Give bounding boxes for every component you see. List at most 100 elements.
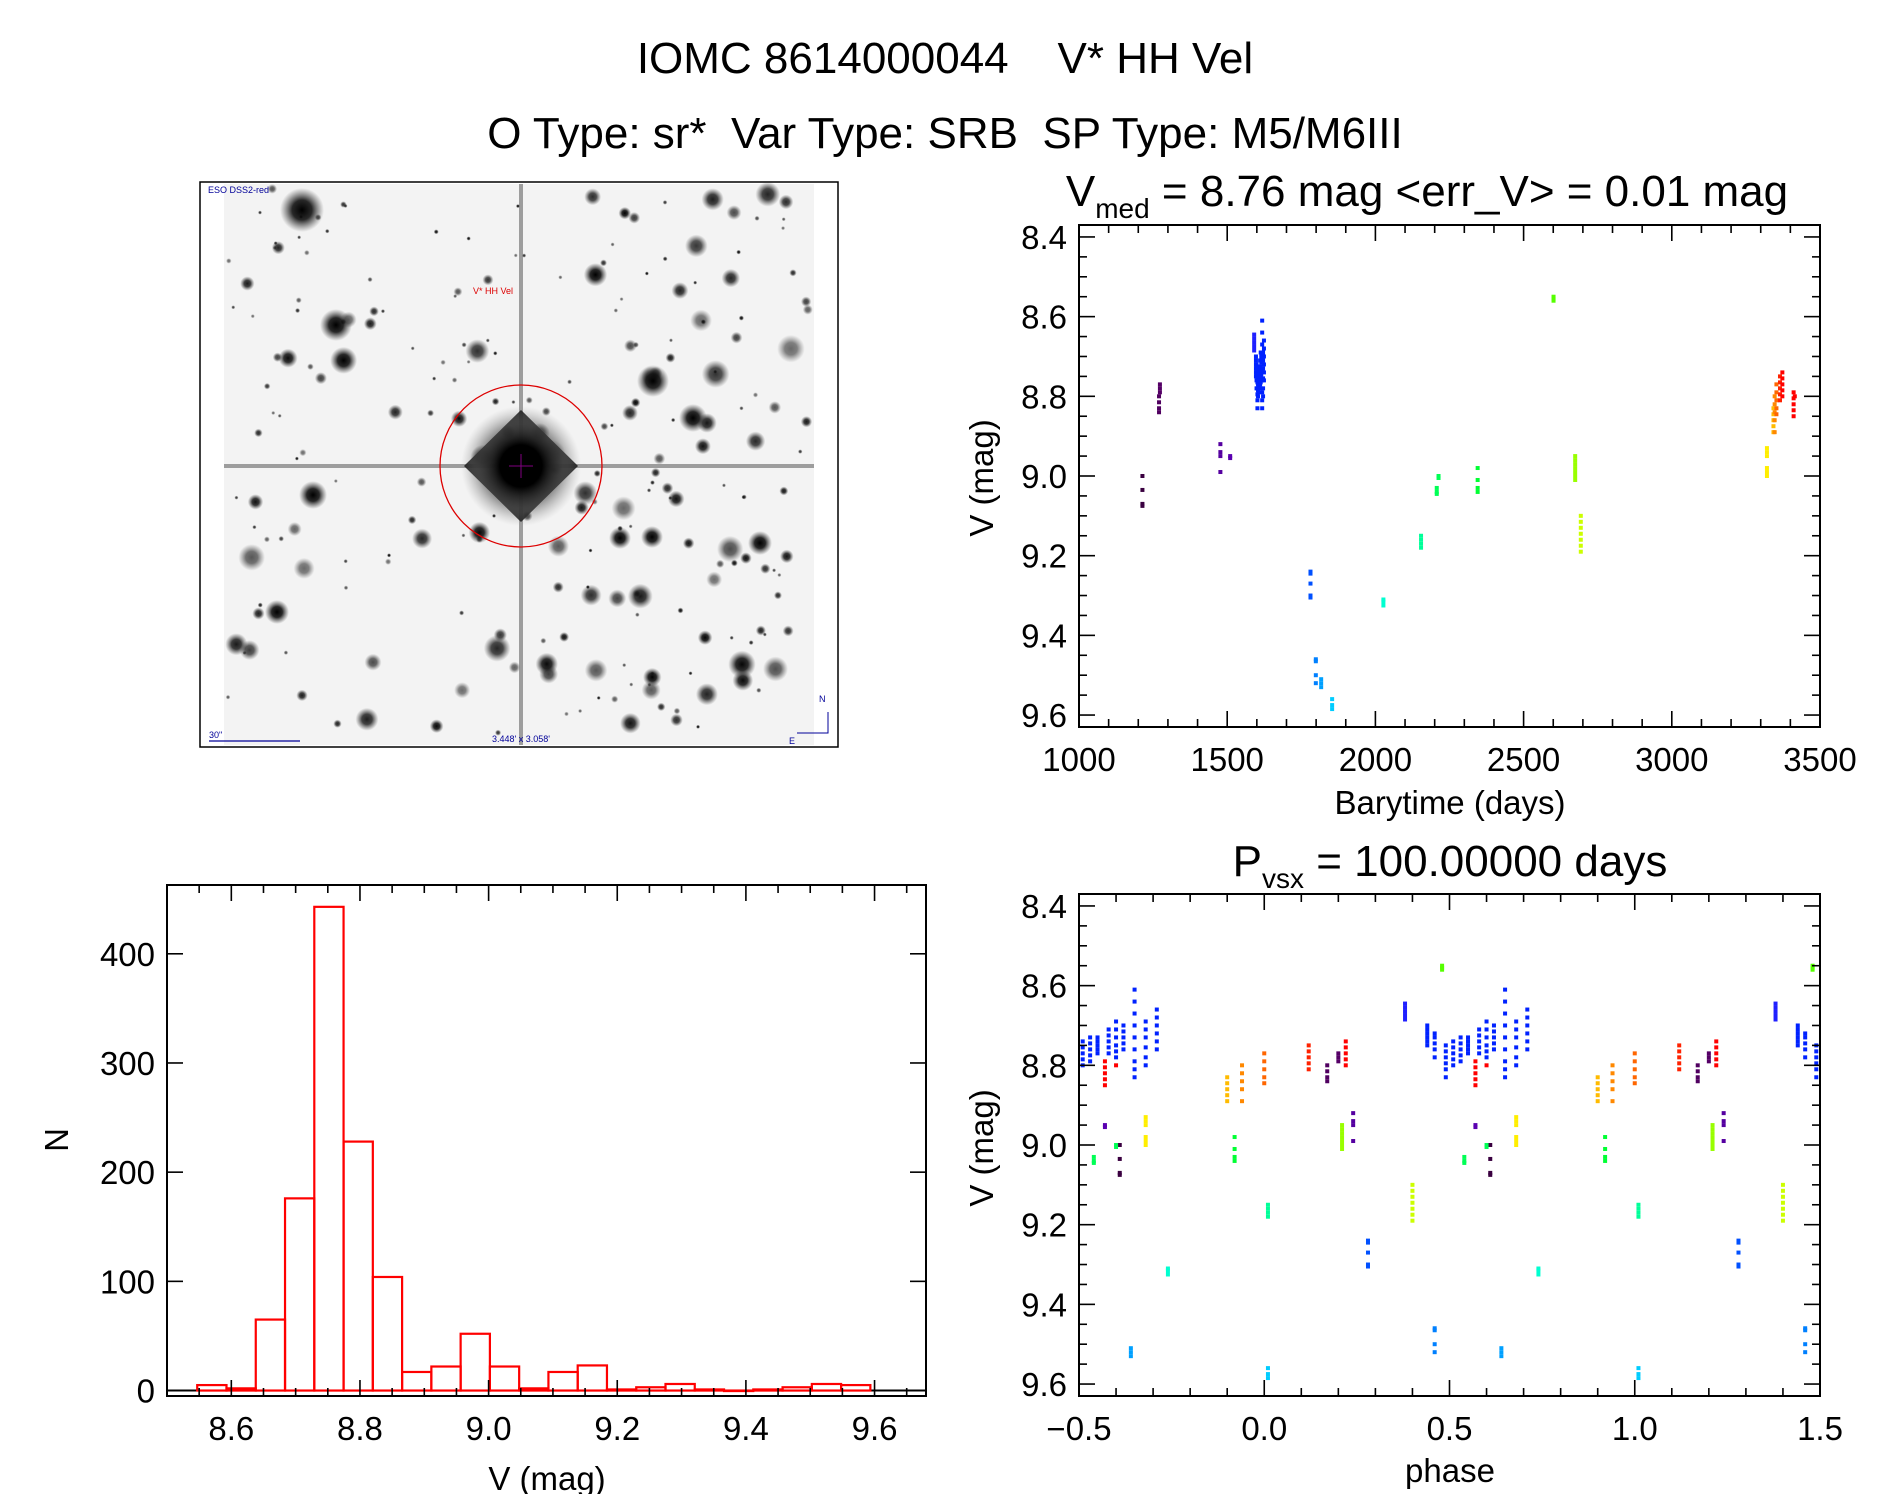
hist-xtick-label: 8.8: [337, 1410, 383, 1447]
star: [513, 253, 518, 258]
ph-title-sub: vsx: [1262, 863, 1304, 894]
phase-point: [1610, 1099, 1615, 1104]
star: [267, 184, 278, 194]
phase-point: [1451, 1045, 1456, 1050]
phase-point: [1488, 1172, 1493, 1177]
star: [653, 452, 666, 465]
star: [706, 571, 723, 588]
hist-bar: [488, 1365, 521, 1392]
star: [450, 410, 468, 427]
phase-point: [1340, 1143, 1345, 1147]
hist-ytick-label: 200: [100, 1154, 155, 1191]
star: [690, 309, 712, 332]
phase-point: [1803, 1035, 1808, 1040]
lc-point: [1228, 456, 1233, 461]
star: [721, 483, 726, 488]
phase-point: [1080, 1057, 1085, 1062]
star: [247, 494, 264, 510]
phase-point: [1132, 999, 1137, 1004]
phase-point: [1121, 1047, 1126, 1052]
lc-point: [1475, 466, 1480, 471]
phase-point: [1340, 1127, 1345, 1132]
lc-point: [1791, 390, 1796, 395]
phase-point: [1803, 1342, 1808, 1347]
phase-point: [1425, 1031, 1430, 1036]
phase-point: [1595, 1075, 1600, 1080]
phase-point: [1721, 1111, 1726, 1116]
phase-point: [1636, 1202, 1641, 1207]
ph-xlabel: phase: [1405, 1452, 1495, 1489]
phase-point: [1443, 1075, 1448, 1080]
lc-point: [1578, 519, 1583, 524]
phase-point: [1143, 1119, 1148, 1124]
star: [412, 528, 433, 549]
hist-bar: [810, 1382, 843, 1392]
phase-point: [1595, 1093, 1600, 1098]
star: [728, 650, 756, 679]
phase-point: [1128, 1350, 1133, 1355]
phase-point: [1143, 1143, 1148, 1147]
phase-point: [1443, 1049, 1448, 1054]
star: [272, 352, 283, 363]
star: [745, 431, 766, 451]
phase-point: [1262, 1059, 1267, 1064]
star: [429, 719, 444, 734]
lc-xtick-label: 3500: [1783, 741, 1856, 778]
phase-point: [1143, 1135, 1148, 1140]
phase-point: [1610, 1071, 1615, 1076]
lc-point: [1475, 477, 1480, 482]
lc-point: [1319, 685, 1324, 690]
phase-point: [1102, 1125, 1107, 1130]
star: [693, 280, 698, 285]
star: [773, 591, 782, 600]
phase-point: [1432, 1055, 1437, 1060]
phase-point: [1265, 1366, 1270, 1371]
star: [650, 480, 655, 486]
lc-point: [1261, 350, 1266, 355]
ph-xtick-label: 0.5: [1427, 1410, 1473, 1447]
star: [304, 249, 310, 256]
phase-point: [1440, 967, 1445, 972]
star: [800, 296, 812, 307]
lc-point: [1771, 406, 1776, 411]
star: [299, 449, 307, 457]
phase-point: [1132, 987, 1137, 992]
hist-ytick-label: 100: [100, 1263, 155, 1300]
phase-point: [1484, 1027, 1489, 1032]
phase-point: [1114, 1063, 1119, 1068]
phase-point: [1780, 1200, 1785, 1205]
phase-point: [1232, 1154, 1237, 1159]
lc-point: [1777, 380, 1782, 385]
lc-point: [1791, 414, 1796, 419]
star: [427, 409, 435, 417]
lc-point: [1764, 454, 1769, 459]
phase-point: [1773, 1005, 1778, 1010]
lc-point: [1381, 603, 1386, 608]
lc-point: [1140, 474, 1145, 478]
star: [239, 640, 260, 660]
phase-point: [1636, 1206, 1641, 1211]
lc-ytick-label: 8.4: [1021, 219, 1067, 256]
star: [593, 469, 601, 478]
lc-point: [1260, 318, 1265, 323]
phase-point: [1403, 1001, 1408, 1006]
hist-bar: [430, 1365, 462, 1392]
phase-point: [1514, 1115, 1519, 1120]
lc-ytick-label: 9.2: [1021, 538, 1067, 575]
lc-point: [1792, 394, 1797, 399]
star: [407, 515, 417, 525]
bright-star: [280, 188, 324, 232]
bright-star: [637, 365, 669, 397]
finder-image: ESO DSS2-red V* HH Vel 30" 3.448' x 3.05…: [199, 181, 839, 748]
hist-xtick-label: 9.6: [852, 1410, 898, 1447]
lc-point: [1140, 487, 1145, 492]
phase-point: [1106, 1033, 1111, 1038]
star: [355, 707, 379, 731]
star: [525, 396, 533, 404]
star: [564, 711, 569, 717]
star: [768, 401, 782, 414]
star: [748, 640, 754, 646]
phase-point: [1088, 1047, 1093, 1052]
phase-point: [1736, 1240, 1741, 1245]
star: [697, 630, 713, 645]
